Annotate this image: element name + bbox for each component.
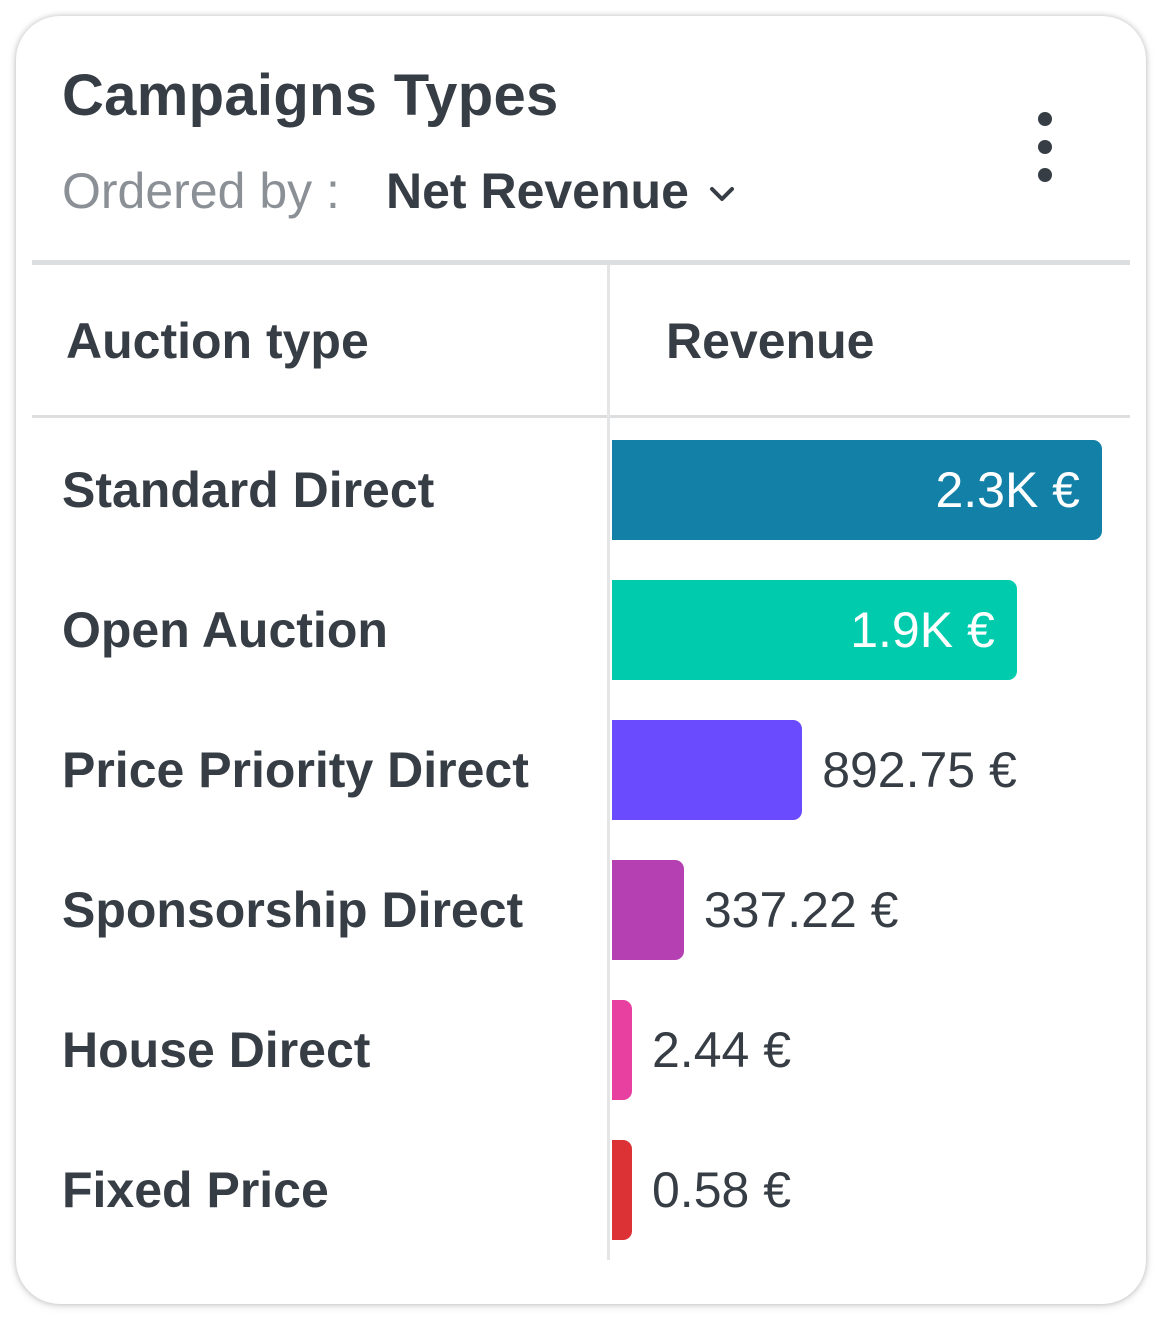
- column-header-divider: [32, 415, 1130, 418]
- bar-value-label: 0.58 €: [652, 1162, 792, 1218]
- column-divider: [607, 265, 610, 1260]
- bar-value-label: 1.9K €: [850, 602, 995, 658]
- bar: [612, 860, 684, 960]
- column-header-auction-type: Auction type: [66, 313, 369, 369]
- bar: [612, 1140, 632, 1240]
- row-label: Fixed Price: [62, 1162, 329, 1218]
- row-label: Sponsorship Direct: [62, 882, 524, 938]
- bar: [612, 580, 1017, 680]
- campaign-types-card: Campaigns Types Ordered by : Net Revenue…: [16, 16, 1146, 1304]
- more-options-icon[interactable]: [1024, 112, 1068, 182]
- bar: [612, 1000, 632, 1100]
- ordered-by-dropdown[interactable]: Net Revenue: [386, 162, 737, 220]
- column-header-revenue: Revenue: [666, 313, 875, 369]
- card-title: Campaigns Types: [62, 63, 559, 128]
- ordered-by-label: Ordered by :: [62, 163, 340, 219]
- row-label: House Direct: [62, 1022, 371, 1078]
- chevron-down-icon: [709, 187, 734, 201]
- row-label: Standard Direct: [62, 462, 435, 518]
- bar-value-label: 337.22 €: [703, 882, 899, 938]
- bar-value-label: 2.44 €: [652, 1022, 792, 1078]
- header-divider: [32, 260, 1130, 265]
- row-label: Price Priority Direct: [62, 742, 529, 798]
- ordered-by-value: Net Revenue: [386, 163, 689, 219]
- bar: [612, 720, 803, 820]
- row-label: Open Auction: [62, 602, 388, 658]
- bar-value-label: 892.75 €: [822, 742, 1017, 798]
- bar-value-label: 2.3K €: [935, 462, 1080, 518]
- bar: [612, 440, 1102, 540]
